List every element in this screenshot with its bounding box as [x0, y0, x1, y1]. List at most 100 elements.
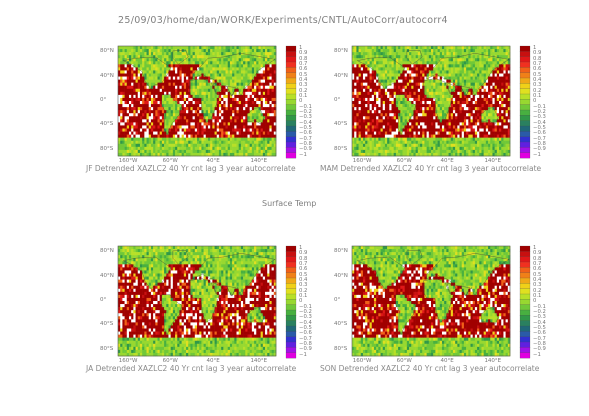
colorbar-swatch: [519, 45, 531, 52]
colorbar-swatch: [519, 331, 531, 337]
colorbar-swatch: [519, 293, 531, 300]
colorbar-label: −0.2: [299, 109, 312, 115]
colorbar-swatch: [519, 320, 531, 327]
colorbar-label: 1: [299, 45, 303, 51]
colorbar-label: −0.8: [533, 341, 546, 347]
colorbar-label: −0.3: [533, 314, 546, 321]
colorbar-label: −0.9: [533, 346, 546, 353]
colorbar-swatch: [519, 104, 531, 111]
colorbar-swatch: [285, 256, 297, 263]
colorbar-label: 0: [533, 98, 537, 105]
coastline: [172, 50, 189, 65]
coastline: [480, 107, 499, 125]
lon-tick-label: 160°W: [118, 158, 138, 164]
lon-tick-label: 40°E: [440, 158, 454, 164]
colorbar-swatch: [519, 61, 531, 68]
colorbar-label: −1: [299, 351, 307, 358]
coastline: [480, 307, 499, 325]
lon-tick-label: 140°E: [484, 358, 502, 364]
colorbar-label: 0.8: [533, 55, 542, 62]
colorbar-swatch: [285, 104, 297, 111]
colorbar-swatch: [519, 83, 531, 89]
coastline: [226, 86, 236, 97]
colorbar-label: −0.2: [533, 109, 546, 115]
panel-title: JA Detrended XAZLC2 40 Yr cnt lag 3 year…: [86, 364, 297, 373]
colorbar-swatch: [285, 141, 297, 148]
heatmap-cells: [352, 246, 511, 357]
colorbar-swatch: [519, 131, 531, 137]
colorbar-swatch: [519, 299, 531, 305]
colorbar-label: −0.2: [533, 309, 546, 315]
colorbar-swatch: [285, 267, 297, 273]
colorbar-label: 0.6: [533, 266, 542, 273]
colorbar-label: 0.1: [299, 293, 308, 299]
coastline: [356, 256, 405, 290]
colorbar-swatch: [285, 304, 297, 311]
coastline: [446, 282, 457, 294]
colorbar-label: 0.8: [299, 55, 308, 62]
colorbar-label: −0.9: [299, 346, 312, 353]
colorbar-swatch: [285, 272, 297, 279]
colorbar-swatch: [519, 256, 531, 263]
lat-tick-label: 80°N: [334, 48, 348, 55]
colorbar-swatch: [519, 51, 531, 57]
colorbar-label: 0.2: [533, 87, 542, 94]
coastline: [446, 82, 457, 94]
colorbar-swatch: [519, 72, 531, 79]
colorbar-label: 0.8: [299, 255, 308, 262]
colorbar-swatch: [519, 88, 531, 95]
colorbar-swatch: [285, 288, 297, 295]
colorbar-swatch: [285, 72, 297, 79]
lon-tick-label: 60°W: [162, 358, 178, 364]
center-title: Surface Temp: [262, 199, 317, 208]
coastline: [426, 53, 510, 97]
colorbar-label: −0.4: [533, 119, 546, 126]
lat-tick-label: 0°: [100, 97, 107, 103]
colorbar-swatch: [285, 125, 297, 132]
colorbar-swatch: [285, 45, 297, 52]
lat-tick-label: 40°N: [334, 272, 348, 279]
lat-tick-label: 80°S: [100, 145, 114, 152]
heatmap-cells: [118, 46, 277, 157]
colorbar-swatch: [519, 77, 531, 84]
coastline: [161, 94, 182, 136]
coastline: [246, 107, 265, 125]
colorbar-swatch: [519, 325, 531, 332]
coastline: [406, 250, 423, 265]
lat-tick-label: 0°: [334, 97, 341, 103]
colorbar-swatch: [519, 261, 531, 268]
lon-tick-label: 140°E: [250, 158, 268, 164]
colorbar-swatch: [285, 131, 297, 137]
colorbar-swatch: [519, 136, 531, 143]
colorbar-label: −0.6: [533, 330, 546, 337]
colorbar-label: −1: [533, 151, 541, 158]
colorbar-label: 0.7: [533, 261, 542, 267]
colorbar-swatch: [285, 88, 297, 95]
colorbar-label: 0.5: [533, 71, 542, 78]
colorbar-swatch: [285, 283, 297, 289]
lat-tick-label: 40°N: [334, 72, 348, 79]
colorbar-swatch: [519, 93, 531, 100]
colorbar-swatch: [285, 341, 297, 348]
coastline: [172, 250, 189, 265]
colorbar-label: 0.1: [299, 93, 308, 99]
colorbar-label: −1: [299, 151, 307, 158]
coastline: [212, 82, 223, 94]
coastline: [460, 286, 470, 297]
colorbar-label: −0.7: [533, 135, 546, 142]
colorbar-swatch: [519, 115, 531, 121]
colorbar-label: −0.7: [299, 335, 312, 342]
colorbar-label: 0.6: [299, 266, 308, 273]
coastline: [212, 282, 223, 294]
colorbar-swatch: [285, 120, 297, 127]
page-header: 25/09/03/home/dan/WORK/Experiments/CNTL/…: [118, 15, 448, 26]
colorbar-label: 0.9: [299, 250, 308, 257]
lat-tick-label: 40°S: [334, 121, 348, 128]
colorbar-label: −0.7: [299, 135, 312, 142]
colorbar-swatch: [519, 341, 531, 348]
colorbar-label: 0.1: [533, 293, 542, 299]
map-panel-1: 1 0.9 0.8 0.7 0.6 0.5 0.4 0.3 0.2 0.1 0 −0.1 −0.2 −0.…: [86, 43, 386, 178]
lat-tick-label: 40°S: [100, 321, 114, 328]
colorbar-swatch: [285, 293, 297, 300]
lat-tick-label: 80°N: [100, 48, 114, 55]
